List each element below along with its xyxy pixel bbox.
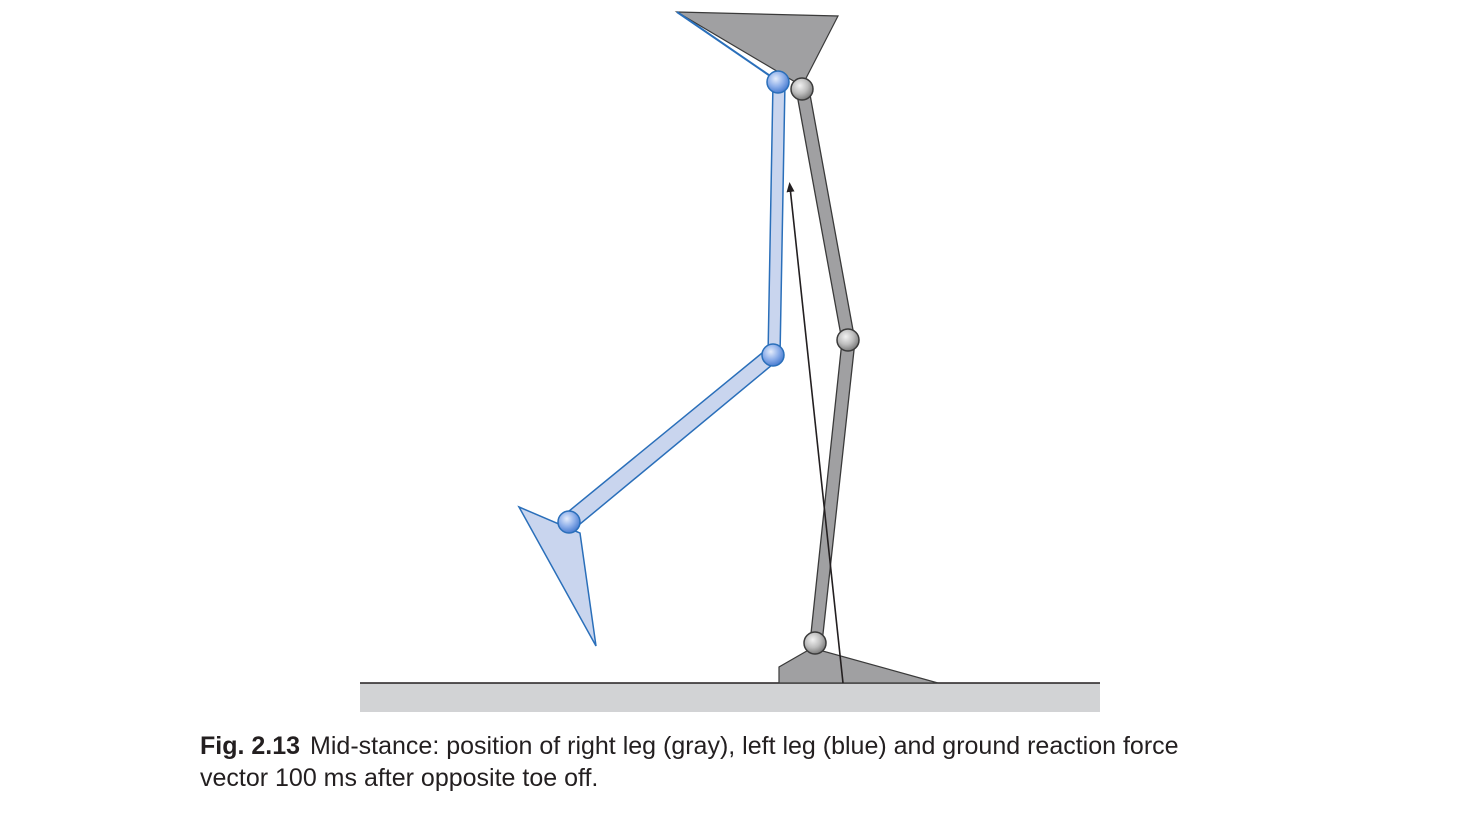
pelvis [674, 11, 839, 87]
ground-reaction-force-vector [786, 182, 844, 684]
caption-text-1: Mid-stance: position of right leg (gray)… [310, 732, 1179, 760]
left-thigh [767, 81, 786, 357]
right-thigh [795, 88, 856, 342]
left-knee-joint [761, 343, 785, 367]
right-ankle-joint [803, 631, 827, 655]
figure-caption: Fig. 2.13 Mid-stance: position of right l… [200, 730, 1300, 794]
pelvis-blue-edge [676, 11, 777, 81]
ground-floor [360, 683, 1100, 712]
caption-line-2: vector 100 ms after opposite toe off. [200, 762, 1300, 794]
left-ankle-joint [557, 510, 581, 534]
right-foot [778, 647, 939, 684]
left-hip-joint [766, 70, 790, 94]
right-knee-joint [836, 328, 860, 352]
right-shank [809, 340, 856, 644]
caption-line-1: Fig. 2.13 Mid-stance: position of right l… [200, 730, 1300, 762]
caption-text-2: vector 100 ms after opposite toe off. [200, 764, 599, 792]
figure-label: Fig. 2.13 [200, 732, 301, 760]
left-shank [561, 347, 780, 531]
right-hip-joint [790, 77, 814, 101]
left-foot [517, 505, 597, 647]
